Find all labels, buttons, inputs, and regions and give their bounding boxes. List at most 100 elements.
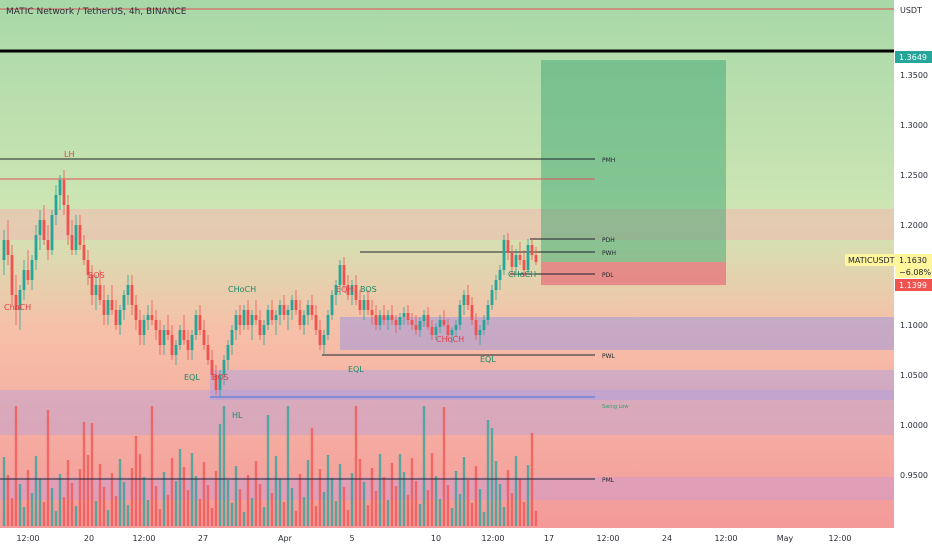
candle[interactable] [70, 220, 74, 255]
candle[interactable] [458, 300, 462, 330]
candle[interactable] [450, 327, 454, 343]
candle[interactable] [370, 300, 374, 325]
candle[interactable] [254, 300, 258, 325]
candle[interactable] [174, 340, 178, 365]
candle[interactable] [338, 260, 342, 295]
candle[interactable] [326, 310, 330, 340]
candle[interactable] [486, 300, 490, 325]
candle[interactable] [78, 215, 82, 250]
candle[interactable] [182, 315, 186, 345]
candle[interactable] [258, 310, 262, 340]
candle[interactable] [438, 315, 442, 333]
candle[interactable] [510, 245, 514, 275]
candle[interactable] [498, 265, 502, 290]
candle[interactable] [250, 310, 254, 340]
candle[interactable] [298, 300, 302, 330]
candle[interactable] [162, 325, 166, 355]
candle[interactable] [110, 285, 114, 315]
candle[interactable] [398, 313, 402, 330]
candle[interactable] [470, 297, 474, 325]
candle[interactable] [142, 315, 146, 345]
candle[interactable] [442, 310, 446, 327]
candle[interactable] [150, 300, 154, 325]
candle[interactable] [306, 300, 310, 325]
candle[interactable] [178, 325, 182, 350]
candle[interactable] [318, 320, 322, 350]
candle[interactable] [98, 270, 102, 305]
candle[interactable] [42, 205, 46, 245]
candle[interactable] [350, 280, 354, 305]
candle[interactable] [38, 210, 42, 250]
candle[interactable] [58, 175, 62, 210]
candle[interactable] [362, 295, 366, 320]
candle[interactable] [146, 305, 150, 330]
candle[interactable] [342, 257, 346, 290]
candle[interactable] [2, 230, 6, 275]
candle[interactable] [474, 313, 478, 340]
candle[interactable] [34, 225, 38, 270]
candle[interactable] [234, 310, 238, 340]
candle[interactable] [54, 185, 58, 225]
candle[interactable] [426, 307, 430, 330]
candle[interactable] [242, 305, 246, 330]
candle[interactable] [434, 323, 438, 340]
candle[interactable] [410, 313, 414, 330]
candle[interactable] [466, 285, 470, 310]
candle[interactable] [186, 330, 190, 360]
candle[interactable] [18, 285, 22, 330]
candle[interactable] [22, 260, 26, 300]
candle[interactable] [202, 320, 206, 350]
candle[interactable] [354, 275, 358, 305]
candle[interactable] [102, 285, 106, 325]
candle[interactable] [514, 249, 518, 273]
candle[interactable] [290, 295, 294, 320]
candle[interactable] [94, 275, 98, 310]
candle[interactable] [266, 305, 270, 330]
candle[interactable] [422, 310, 426, 327]
candle[interactable] [194, 310, 198, 340]
candle[interactable] [534, 247, 538, 265]
candle[interactable] [506, 233, 510, 260]
candle[interactable] [526, 239, 530, 275]
position-target-box[interactable] [541, 60, 726, 262]
position-stop-box[interactable] [541, 262, 726, 286]
candle[interactable] [482, 315, 486, 335]
candle[interactable] [418, 317, 422, 337]
candle[interactable] [218, 370, 222, 397]
candle[interactable] [530, 239, 534, 260]
candle[interactable] [106, 295, 110, 325]
candle[interactable] [62, 170, 66, 215]
candle[interactable] [262, 320, 266, 345]
candle[interactable] [330, 290, 334, 320]
candle[interactable] [198, 305, 202, 335]
candle[interactable] [430, 320, 434, 340]
candle[interactable] [190, 330, 194, 360]
candle[interactable] [522, 250, 526, 277]
candle[interactable] [170, 325, 174, 360]
candle[interactable] [386, 310, 390, 330]
candle[interactable] [282, 295, 286, 320]
candle[interactable] [346, 275, 350, 300]
candle[interactable] [158, 320, 162, 355]
candle[interactable] [134, 295, 138, 330]
candle[interactable] [238, 305, 242, 335]
candle[interactable] [26, 250, 30, 285]
candle[interactable] [478, 325, 482, 345]
candle[interactable] [406, 305, 410, 325]
candle[interactable] [518, 242, 522, 265]
candle[interactable] [414, 315, 418, 335]
candle[interactable] [314, 305, 318, 335]
candle[interactable] [86, 250, 90, 285]
candle[interactable] [14, 275, 18, 325]
candle[interactable] [206, 335, 210, 365]
candle[interactable] [494, 275, 498, 300]
candle[interactable] [358, 290, 362, 315]
candle[interactable] [490, 285, 494, 310]
candle[interactable] [30, 255, 34, 290]
candle[interactable] [130, 275, 134, 315]
candle[interactable] [50, 210, 54, 255]
candle[interactable] [454, 320, 458, 337]
candle[interactable] [394, 315, 398, 333]
candle[interactable] [6, 220, 10, 265]
